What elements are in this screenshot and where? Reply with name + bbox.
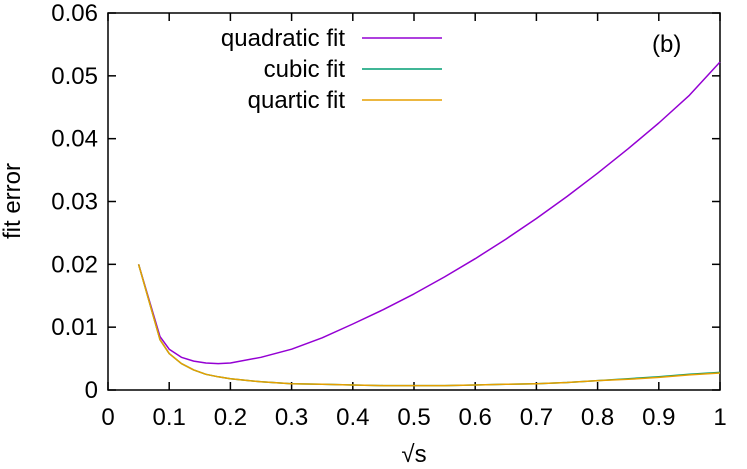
series-line-cubic-fit	[137, 264, 721, 387]
series-layer	[137, 61, 721, 387]
x-axis-label: √s	[401, 441, 426, 468]
x-tick-label: 0.1	[153, 404, 186, 431]
legend-label-cubic-fit: cubic fit	[264, 56, 346, 83]
y-tick-label: 0.05	[51, 63, 98, 90]
x-tick-label: 0.5	[397, 404, 430, 431]
x-tick-label: 1	[713, 404, 726, 431]
x-tick-label: 0.6	[459, 404, 492, 431]
x-tick-label: 0.9	[642, 404, 675, 431]
series-line-quartic-fit	[137, 264, 721, 387]
legend-label-quadratic-fit: quadratic fit	[221, 25, 345, 52]
x-tick-label: 0.8	[581, 404, 614, 431]
y-tick-label: 0	[85, 377, 98, 404]
series-line-quadratic-fit	[137, 61, 721, 365]
x-tick-label: 0.2	[214, 404, 247, 431]
legend: quadratic fit cubic fit quartic fit	[221, 25, 442, 114]
x-tick-label: 0.7	[520, 404, 553, 431]
x-tick-label: 0	[101, 404, 114, 431]
y-tick-label: 0.03	[51, 189, 98, 216]
x-tick-label: 0.3	[275, 404, 308, 431]
legend-label-quartic-fit: quartic fit	[248, 87, 346, 114]
y-tick-label: 0.04	[51, 126, 98, 153]
y-axis-label: fit error	[0, 163, 26, 239]
y-tick-label: 0.01	[51, 314, 98, 341]
y-tick-label: 0.02	[51, 251, 98, 278]
y-tick-label: 0.06	[51, 0, 98, 27]
axis-ticks: 0 0.1 0.2 0.3 0.4 0.5 0.6 0.7 0.8 0.9 1 0 0.01 0.02 0.…	[51, 0, 726, 431]
x-tick-label: 0.4	[336, 404, 369, 431]
panel-label: (b)	[652, 31, 681, 58]
